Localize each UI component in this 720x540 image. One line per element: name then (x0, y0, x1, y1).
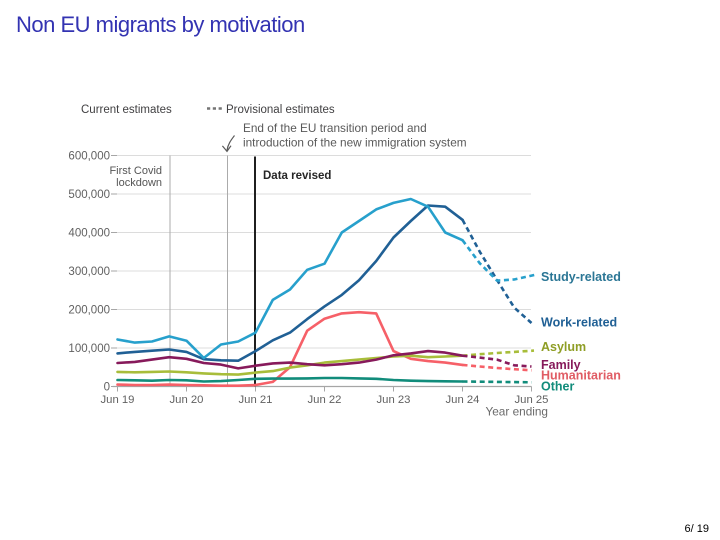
svg-text:200,000: 200,000 (68, 305, 110, 317)
svg-text:Jun 24: Jun 24 (446, 394, 480, 406)
svg-text:Humanitarian: Humanitarian (541, 369, 621, 383)
svg-text:0: 0 (104, 382, 110, 394)
svg-text:Other: Other (541, 380, 574, 394)
svg-text:Asylum: Asylum (541, 340, 586, 354)
svg-text:500,000: 500,000 (68, 189, 110, 201)
svg-text:Jun 21: Jun 21 (239, 394, 273, 406)
svg-text:First Covid: First Covid (109, 165, 162, 177)
svg-text:Jun 22: Jun 22 (308, 394, 342, 406)
svg-text:600,000: 600,000 (68, 151, 110, 163)
svg-text:Year ending: Year ending (485, 405, 548, 419)
svg-text:Family: Family (541, 358, 581, 372)
svg-text:Jun 23: Jun 23 (377, 394, 411, 406)
svg-text:Provisional estimates: Provisional estimates (226, 104, 335, 116)
svg-text:lockdown: lockdown (116, 177, 162, 189)
svg-text:introduction of the new immigr: introduction of the new immigration syst… (243, 136, 467, 150)
svg-text:Work-related: Work-related (541, 316, 617, 330)
svg-text:Jun 19: Jun 19 (101, 394, 135, 406)
svg-text:100,000: 100,000 (68, 343, 110, 355)
svg-text:400,000: 400,000 (68, 228, 110, 240)
svg-text:Current estimates: Current estimates (81, 104, 172, 116)
svg-text:Jun 25: Jun 25 (515, 394, 549, 406)
svg-text:Study-related: Study-related (541, 270, 621, 284)
svg-text:Jun 20: Jun 20 (170, 394, 204, 406)
svg-text:300,000: 300,000 (68, 266, 110, 278)
svg-text:End of the EU transition perio: End of the EU transition period and (243, 121, 427, 135)
svg-text:Data revised: Data revised (263, 170, 331, 182)
